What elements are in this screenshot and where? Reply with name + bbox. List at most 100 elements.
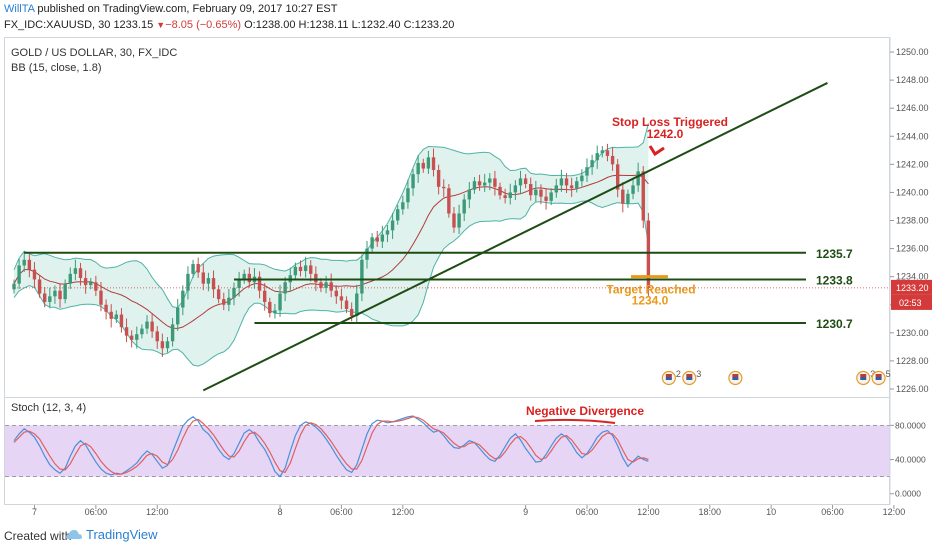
target-reached-value: 1234.0 xyxy=(632,294,669,308)
candle-body xyxy=(554,185,558,193)
candle-body xyxy=(257,276,262,291)
candle-body xyxy=(569,185,574,189)
candle xyxy=(37,275,42,298)
event-marker[interactable]: 5 xyxy=(871,369,891,386)
candle-body xyxy=(508,192,512,199)
candle xyxy=(339,288,344,310)
candle-body xyxy=(314,273,318,283)
bb-legend[interactable]: BB (15, close, 1.8) xyxy=(11,62,102,74)
price-tick-label: 1250.00 xyxy=(896,47,929,57)
footer: Created with TradingView xyxy=(0,520,932,550)
flag-stripe xyxy=(732,374,739,377)
candle xyxy=(615,159,620,198)
candle-body xyxy=(513,185,518,193)
candle-body xyxy=(145,321,149,329)
author-link[interactable]: WillTA xyxy=(4,3,35,15)
countdown-tag xyxy=(891,294,932,310)
candle xyxy=(406,179,410,209)
candle xyxy=(48,287,52,309)
candle-body xyxy=(349,308,354,316)
candle-body xyxy=(140,328,144,335)
time-tick-label: 18:00 xyxy=(699,507,722,517)
time-tick-label: 12:00 xyxy=(146,507,169,517)
event-marker[interactable]: 2 xyxy=(661,369,681,386)
candle xyxy=(559,169,564,192)
candle xyxy=(411,168,415,196)
tradingview-brand[interactable]: TradingView xyxy=(86,527,158,542)
candle xyxy=(119,308,124,333)
candle xyxy=(298,260,303,277)
candle xyxy=(247,267,252,288)
candle xyxy=(575,176,579,193)
trendline[interactable] xyxy=(202,82,828,392)
candle xyxy=(145,315,149,334)
price-axis[interactable] xyxy=(890,37,932,505)
candle-body xyxy=(564,178,569,186)
time-tick-label: 7 xyxy=(32,507,37,517)
candle-body xyxy=(319,282,323,288)
candle xyxy=(549,188,553,206)
countdown-tag-text: 02:53 xyxy=(899,298,922,308)
candle xyxy=(431,148,436,177)
candle-body xyxy=(242,273,246,280)
candle-body xyxy=(396,209,400,221)
stoch-tick-label: 80.0000 xyxy=(895,420,926,430)
event-count: 3 xyxy=(696,369,701,379)
candle-body xyxy=(360,259,364,294)
candle-body xyxy=(48,296,52,302)
event-marker[interactable]: 3 xyxy=(682,369,702,386)
candle-body xyxy=(268,301,272,314)
bb-upper-band xyxy=(13,123,649,309)
candle-body xyxy=(324,282,328,288)
candle-body xyxy=(636,171,640,186)
candle xyxy=(355,284,359,323)
candle xyxy=(523,174,528,189)
candle xyxy=(155,326,159,349)
candle xyxy=(610,147,615,171)
candle-body xyxy=(523,178,528,185)
candle xyxy=(344,296,349,314)
candle xyxy=(170,317,175,347)
price-tick-label: 1244.00 xyxy=(896,131,929,141)
candle xyxy=(365,241,369,269)
publication-line: WillTA published on TradingView.com, Feb… xyxy=(4,3,337,15)
candle-body xyxy=(472,181,477,190)
time-tick-label: 06:00 xyxy=(821,507,844,517)
candle-body xyxy=(365,248,369,260)
stoch-legend[interactable]: Stoch (12, 3, 4) xyxy=(11,402,87,414)
candle xyxy=(278,284,282,317)
candle-body xyxy=(247,273,252,283)
quote-line: FX_IDC:XAUUSD, 30 1233.15 ▼−8.05 (−0.65%… xyxy=(4,19,454,31)
candle-body xyxy=(222,299,226,305)
flag-stripe xyxy=(860,377,867,380)
candle-body xyxy=(503,195,507,199)
candle xyxy=(564,173,569,193)
stoch-tick-label: 40.0000 xyxy=(895,455,926,465)
candle-body xyxy=(436,169,441,187)
time-tick-label: 12:00 xyxy=(883,507,906,517)
candle-body xyxy=(457,213,461,228)
main-legend[interactable]: GOLD / US DOLLAR, 30, FX_IDC xyxy=(11,47,178,59)
candle xyxy=(390,212,395,240)
candle xyxy=(186,266,190,300)
candle xyxy=(68,267,72,290)
time-tick-label: 06:00 xyxy=(330,507,353,517)
candle xyxy=(22,251,26,272)
candle-body xyxy=(452,213,456,228)
candle xyxy=(268,297,272,318)
candle xyxy=(114,310,119,323)
candle xyxy=(140,324,144,339)
time-tick-label: 12:00 xyxy=(392,507,415,517)
candle xyxy=(646,212,651,297)
candle-body xyxy=(401,202,405,210)
candle-body xyxy=(385,230,390,235)
divergence-underline xyxy=(534,418,616,424)
pane-separator[interactable] xyxy=(4,397,890,398)
event-marker[interactable] xyxy=(728,370,743,386)
candle-body xyxy=(549,192,553,201)
candle xyxy=(585,158,589,183)
candle xyxy=(94,275,98,297)
candle xyxy=(631,178,635,200)
candle xyxy=(426,150,431,174)
